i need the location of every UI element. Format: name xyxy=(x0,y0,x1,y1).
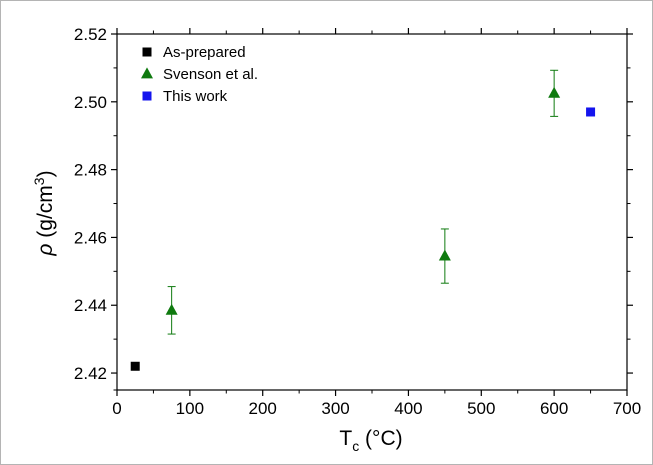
legend-label: Svenson et al. xyxy=(163,66,258,83)
x-tick-label: 300 xyxy=(321,399,349,418)
x-axis-title: Tc (°C) xyxy=(339,427,402,454)
x-tick-label: 500 xyxy=(467,399,495,418)
x-tick-label: 600 xyxy=(540,399,568,418)
error-bars xyxy=(167,69,559,335)
data-point xyxy=(548,86,561,98)
legend-marker xyxy=(142,47,152,57)
y-tick-label: 2.48 xyxy=(74,161,107,180)
data-point xyxy=(586,107,596,117)
legend-label: This work xyxy=(163,88,228,105)
y-axis-title-rest: (g/cm xyxy=(34,185,57,243)
y-tick-label: 2.50 xyxy=(74,93,107,112)
axis-ticks xyxy=(111,28,633,396)
y-tick-label: 2.42 xyxy=(74,364,107,383)
data-point xyxy=(130,361,140,371)
legend-label: As-prepared xyxy=(163,44,246,61)
data-point xyxy=(165,303,178,315)
y-axis-title-symbol: ρ xyxy=(34,244,57,257)
x-axis-title-sub: c xyxy=(352,438,359,454)
legend-marker xyxy=(141,67,153,79)
x-tick-label: 200 xyxy=(249,399,277,418)
tick-labels: 0 100 200 300 400 500 600 700 2.42 2.44 2.46 2.48 2.… xyxy=(74,25,641,418)
x-tick-label: 700 xyxy=(613,399,641,418)
y-axis-title-close: ) xyxy=(34,170,57,177)
x-tick-label: 100 xyxy=(176,399,204,418)
x-tick-label: 400 xyxy=(394,399,422,418)
y-tick-label: 2.46 xyxy=(74,228,107,247)
y-tick-label: 2.52 xyxy=(74,25,107,44)
y-axis-title: ρ (g/cm3) xyxy=(31,170,57,256)
legend: As-prepared Svenson et al. This work xyxy=(141,44,258,105)
legend-marker xyxy=(142,91,152,101)
x-axis-title-main: T xyxy=(339,427,352,450)
y-axis-title-sup: 3 xyxy=(31,177,47,185)
data-point xyxy=(438,249,451,261)
x-tick-label: 0 xyxy=(112,399,121,418)
x-axis-title-rest: (°C) xyxy=(359,427,402,450)
y-tick-label: 2.44 xyxy=(74,296,107,315)
data-markers xyxy=(130,86,596,371)
